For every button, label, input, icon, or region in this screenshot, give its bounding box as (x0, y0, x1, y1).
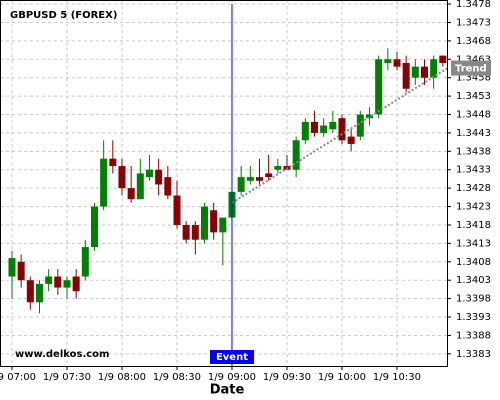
y-tick-label: 1.3438 (456, 146, 491, 157)
candle-body (301, 121, 309, 141)
candle-body (136, 173, 144, 200)
candle-body (100, 158, 108, 207)
x-tick-label: 1/9 07:30 (43, 372, 91, 383)
y-tick-label: 1.3423 (456, 202, 491, 213)
candle-body (26, 280, 34, 303)
x-axis-title: Date (210, 383, 245, 398)
trend-label-box (451, 60, 491, 76)
candle-body (191, 224, 199, 240)
candle-body (320, 125, 328, 133)
candle-body (439, 55, 447, 63)
y-tick-label: 1.3408 (456, 257, 491, 268)
candle-body (411, 66, 419, 78)
candle-body (420, 66, 428, 78)
y-tick-label: 1.3458 (456, 73, 491, 84)
y-tick-label: 1.3383 (456, 349, 491, 360)
y-tick-label: 1.3413 (456, 238, 491, 249)
y-tick-label: 1.3443 (456, 128, 491, 139)
candle-body (384, 59, 392, 63)
y-tick-label: 1.3448 (456, 110, 491, 121)
candle-body (127, 188, 135, 200)
candle-body (402, 62, 410, 89)
marks (8, 48, 448, 314)
x-tick-label: 1/9 09:00 (208, 372, 256, 383)
candle-body (255, 177, 263, 181)
candle-body (356, 114, 364, 137)
trend-label: Trend (455, 64, 487, 75)
x-tick-label: 1/9 08:30 (153, 372, 201, 383)
candle-body (145, 169, 153, 178)
candle-body (109, 158, 117, 167)
candle-body (8, 258, 16, 277)
y-tick-label: 1.3453 (456, 91, 491, 102)
candle-body (118, 166, 126, 189)
candle-body (210, 210, 218, 233)
candle-body (265, 173, 273, 178)
plot-frame (0, 0, 448, 367)
candle-body (35, 283, 43, 303)
y-tick-label: 1.3428 (456, 183, 491, 194)
x-tick-label: 1/9 07:00 (0, 372, 36, 383)
candle-body (375, 59, 383, 115)
candle-body (63, 280, 71, 288)
y-tick-label: 1.3393 (456, 312, 491, 323)
x-tick-label: 1/9 09:30 (263, 372, 311, 383)
candle-body (72, 276, 80, 292)
x-tick-label: 1/9 10:30 (373, 372, 421, 383)
candle-body (430, 59, 438, 78)
event-label-box (209, 350, 254, 364)
candle-body (237, 177, 245, 192)
candle-body (365, 114, 373, 119)
candle-body (246, 177, 254, 181)
candle-body (292, 140, 300, 170)
candle-body (393, 59, 401, 67)
candle-body (347, 136, 355, 144)
candle-body (219, 217, 227, 233)
y-tick-label: 1.3433 (456, 165, 491, 176)
candle-body (45, 276, 53, 284)
candle-body (274, 166, 282, 170)
y-tick-label: 1.3468 (456, 36, 491, 47)
candle-body (200, 206, 208, 240)
y-tick-label: 1.3473 (456, 17, 491, 28)
candle-body (17, 261, 25, 281)
candle-body (310, 121, 318, 133)
candle-body (329, 121, 337, 130)
y-tick-label: 1.3398 (456, 294, 491, 305)
y-tick-label: 1.3463 (456, 54, 491, 65)
candle-body (173, 195, 181, 225)
trend-line (231, 67, 448, 204)
y-tick-label: 1.3418 (456, 220, 491, 231)
candle-body (155, 169, 163, 185)
candle-body (338, 118, 346, 141)
y-tick-label: 1.3388 (456, 330, 491, 341)
x-tick-label: 1/9 10:00 (318, 372, 366, 383)
candle-body (90, 206, 98, 248)
candle-body (54, 276, 62, 288)
chart-title: GBPUSD 5 (FOREX) (10, 10, 117, 21)
y-tick-label: 1.3403 (456, 275, 491, 286)
y-tick-label: 1.3478 (456, 0, 491, 10)
watermark: www.delkos.com (15, 349, 109, 360)
candle-body (182, 224, 190, 240)
candle-body (81, 247, 89, 277)
event-label: Event (216, 352, 248, 363)
candle-body (164, 177, 172, 196)
x-tick-label: 1/9 08:00 (98, 372, 146, 383)
